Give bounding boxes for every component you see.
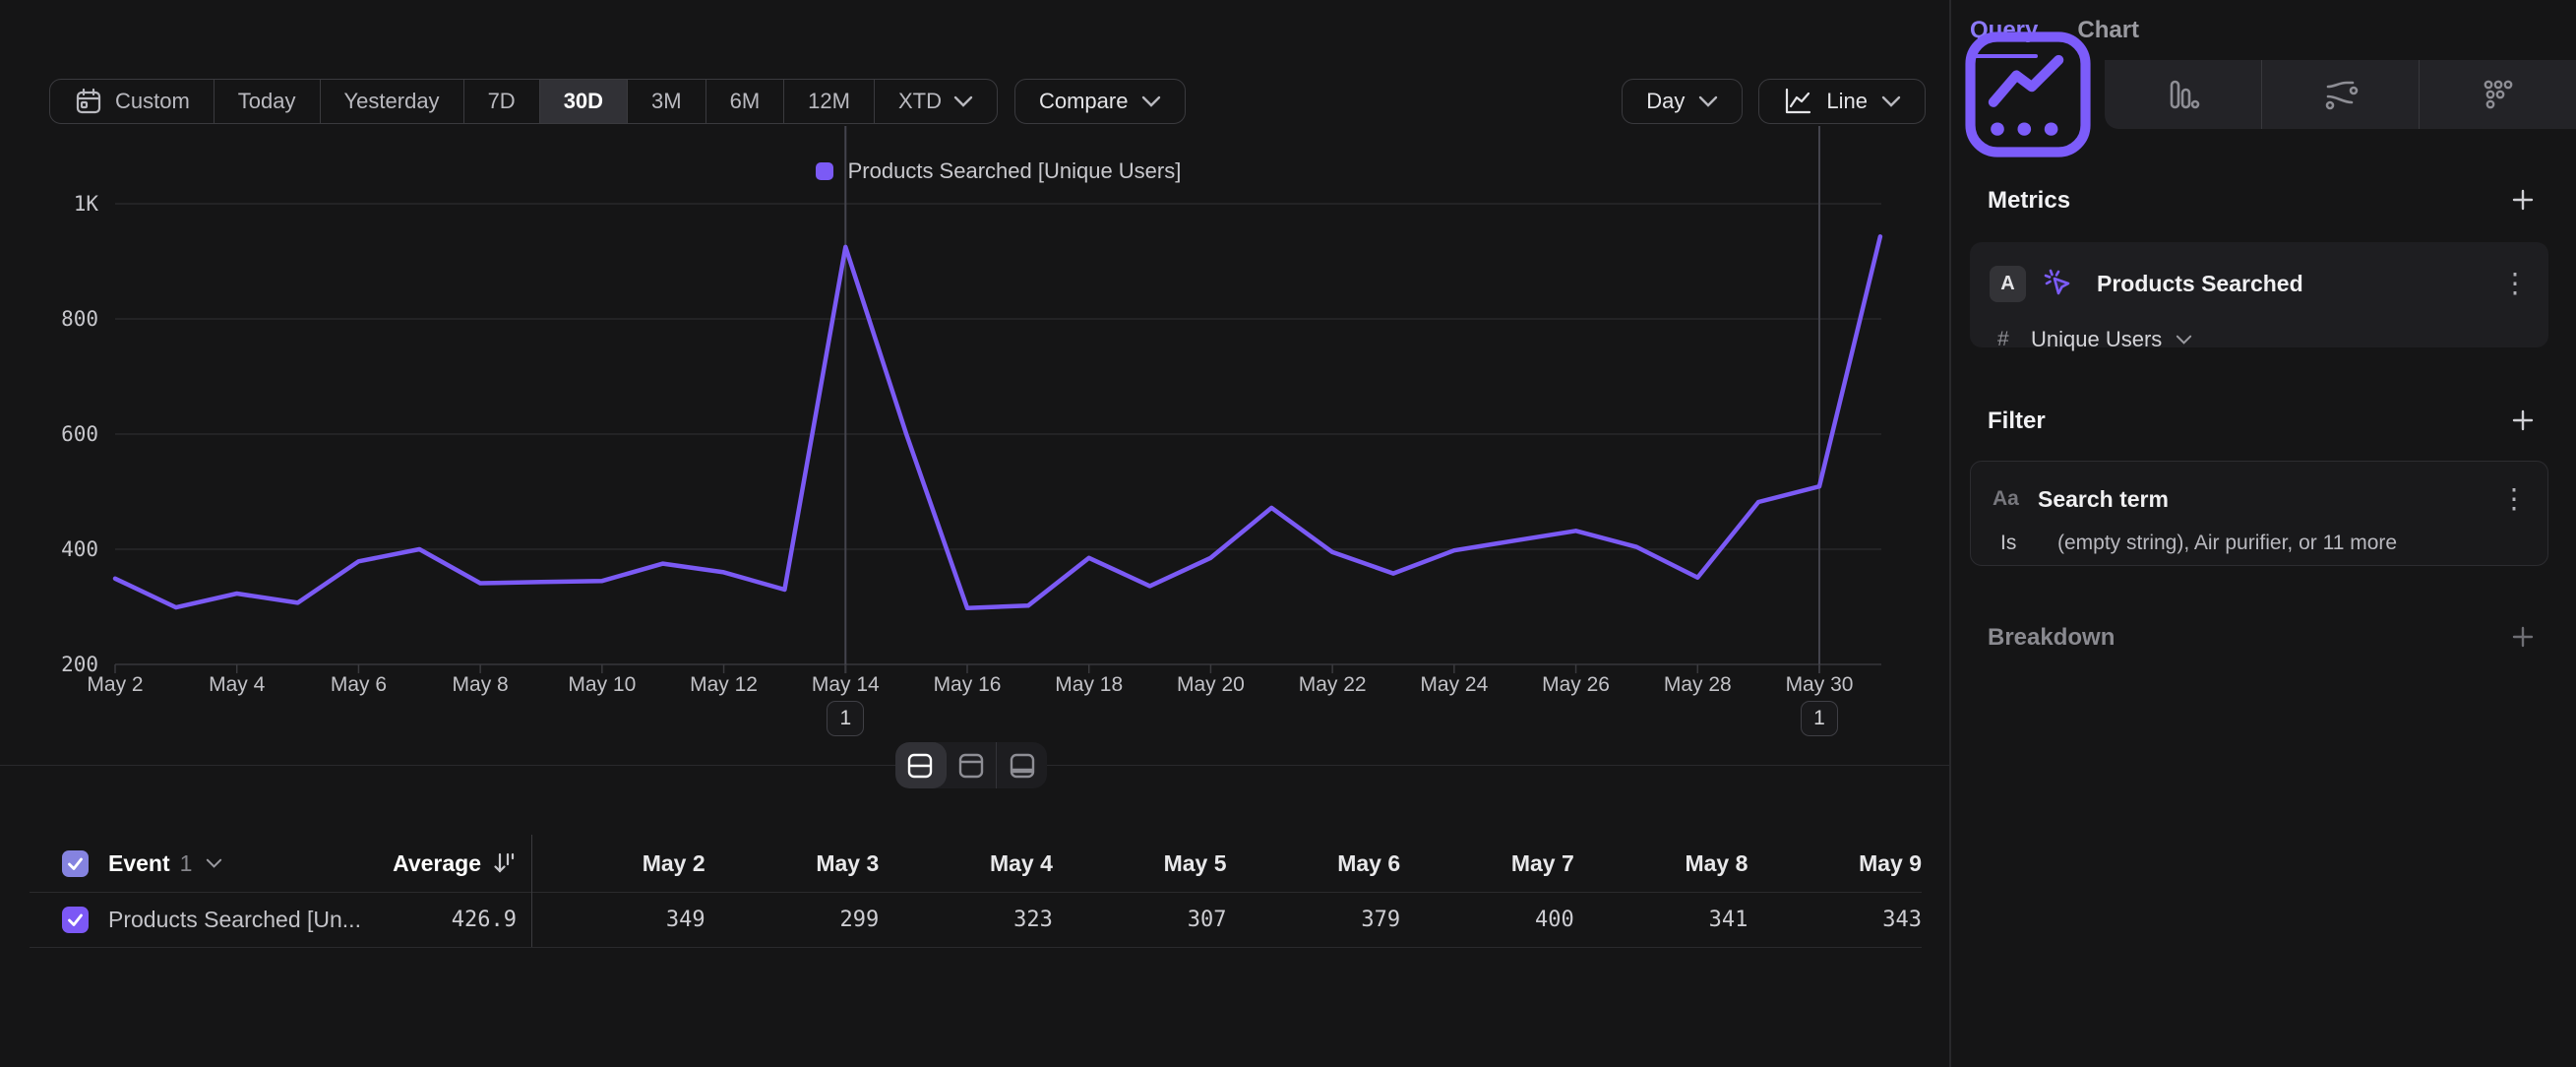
app-screen: CustomTodayYesterday7D30D3M6M12MXTD Comp… — [0, 0, 2576, 1067]
main-panel: CustomTodayYesterday7D30D3M6M12MXTD Comp… — [0, 0, 1951, 1067]
table-row[interactable]: Products Searched [Un... 426.9 349299323… — [30, 892, 1922, 948]
y-axis-tick: 400 — [30, 537, 98, 561]
x-axis-tick: May 2 — [46, 673, 184, 697]
layout-table-only-button[interactable] — [997, 742, 1047, 788]
table-header-cell[interactable]: May 9 — [1748, 850, 1922, 877]
text-property-icon: Aa — [1993, 487, 2038, 511]
check-icon — [67, 911, 84, 928]
chart-type-tabstrip — [2105, 60, 2576, 129]
metric-menu-kebab-icon[interactable]: ⋮ — [2501, 270, 2529, 297]
add-metric-button[interactable] — [2509, 186, 2537, 214]
filter-heading: Filter — [1988, 408, 2046, 435]
metric-card[interactable]: A Products Searched ⋮ # Unique Users — [1970, 242, 2548, 347]
table-value-cell: 343 — [1748, 908, 1922, 932]
row-average-value: 426.9 — [452, 908, 517, 932]
event-column-label: Event — [108, 850, 170, 877]
bottom-row-icon — [1008, 751, 1037, 781]
table-row-left: Products Searched [Un... 426.9 — [30, 907, 531, 933]
line-chart[interactable] — [0, 0, 1949, 768]
table-header-cell[interactable]: May 8 — [1574, 850, 1748, 877]
table-column-divider — [531, 835, 532, 947]
add-breakdown-button[interactable] — [2509, 623, 2537, 651]
x-axis-tick: May 10 — [533, 673, 671, 697]
x-axis-tick: May 6 — [289, 673, 427, 697]
row-series-name: Products Searched [Un... — [108, 907, 361, 933]
line-chart-tab-selected[interactable] — [1951, 60, 2105, 129]
sort-icon[interactable] — [491, 850, 517, 876]
table-value-cell: 307 — [1053, 908, 1227, 932]
average-column-label[interactable]: Average — [393, 850, 481, 877]
filter-card[interactable]: Aa Search term ⋮ Is (empty string), Air … — [1970, 461, 2548, 566]
top-row-icon — [956, 751, 986, 781]
y-axis-tick: 800 — [30, 307, 98, 331]
split-rows-icon — [905, 751, 935, 781]
filter-menu-kebab-icon[interactable]: ⋮ — [2500, 485, 2528, 513]
panel-layout-toggle — [895, 742, 1047, 788]
x-axis-tick: May 8 — [411, 673, 549, 697]
x-axis-tick: May 20 — [1141, 673, 1279, 697]
x-axis-tick: May 14 — [776, 673, 914, 697]
table-header-left: Event 1 Average — [30, 850, 531, 877]
table-header-cell[interactable]: May 7 — [1400, 850, 1574, 877]
annotation-badge[interactable]: 1 — [1801, 701, 1838, 736]
table-header-cell[interactable]: May 4 — [879, 850, 1053, 877]
table-value-cell: 323 — [879, 908, 1053, 932]
table-date-headers: May 2May 3May 4May 5May 6May 7May 8May 9 — [531, 850, 1922, 877]
bar-chart-tab[interactable] — [2105, 60, 2261, 129]
layout-chart-only-button[interactable] — [947, 742, 998, 788]
x-axis-tick: May 30 — [1750, 673, 1888, 697]
x-axis-tick: May 16 — [898, 673, 1036, 697]
x-axis-tick: May 12 — [655, 673, 793, 697]
table-value-cell: 341 — [1574, 908, 1748, 932]
layout-split-button[interactable] — [895, 742, 947, 788]
table-header-cell[interactable]: May 5 — [1053, 850, 1227, 877]
funnel-dots-tab[interactable] — [2419, 60, 2576, 129]
dots-funnel-icon — [2479, 75, 2518, 114]
x-axis-tick: May 4 — [168, 673, 306, 697]
x-axis-tick: May 28 — [1628, 673, 1766, 697]
metrics-heading: Metrics — [1988, 187, 2070, 215]
metric-letter-badge: A — [1990, 266, 2026, 302]
table-header-cell[interactable]: May 3 — [705, 850, 880, 877]
x-axis-tick: May 18 — [1020, 673, 1158, 697]
filter-property-name: Search term — [2038, 486, 2169, 513]
table-value-cell: 299 — [705, 908, 880, 932]
table-value-cell: 349 — [531, 908, 705, 932]
table-header-cell[interactable]: May 2 — [531, 850, 705, 877]
bar-chart-icon — [2164, 75, 2203, 114]
flow-chart-icon — [2321, 75, 2361, 114]
chevron-down-icon[interactable] — [206, 858, 222, 868]
annotation-badge[interactable]: 1 — [827, 701, 864, 736]
table-value-cell: 400 — [1400, 908, 1574, 932]
flow-chart-tab[interactable] — [2261, 60, 2419, 129]
x-axis-tick: May 26 — [1507, 673, 1645, 697]
table-header-row: Event 1 Average May 2May 3May 4May 5May … — [30, 835, 1922, 893]
x-axis-tick: May 24 — [1385, 673, 1523, 697]
metric-name: Products Searched — [2097, 271, 2303, 297]
table-header-cell[interactable]: May 6 — [1227, 850, 1401, 877]
x-axis-tick: May 22 — [1263, 673, 1401, 697]
select-all-checkbox[interactable] — [62, 850, 89, 877]
event-cursor-icon — [2042, 267, 2075, 300]
y-axis-tick: 1K — [30, 192, 98, 216]
line-chart-tab-icon — [1951, 18, 2105, 171]
sidebar: Query Chart Metrics A Products Sea — [1951, 0, 2576, 1067]
table-value-cell: 379 — [1227, 908, 1401, 932]
y-axis-tick: 600 — [30, 422, 98, 446]
aggregation-prefix: # — [1997, 328, 2027, 351]
filter-value[interactable]: (empty string), Air purifier, or 11 more — [2057, 532, 2397, 555]
event-count: 1 — [180, 850, 193, 877]
chevron-down-icon — [2176, 335, 2192, 345]
row-checkbox[interactable] — [62, 907, 89, 933]
check-icon — [67, 855, 84, 872]
filter-operator[interactable]: Is — [2000, 532, 2057, 555]
breakdown-heading: Breakdown — [1988, 624, 2115, 652]
table-row-values: 349299323307379400341343 — [531, 908, 1922, 932]
add-filter-button[interactable] — [2509, 407, 2537, 434]
aggregation-label[interactable]: Unique Users — [2031, 327, 2162, 352]
